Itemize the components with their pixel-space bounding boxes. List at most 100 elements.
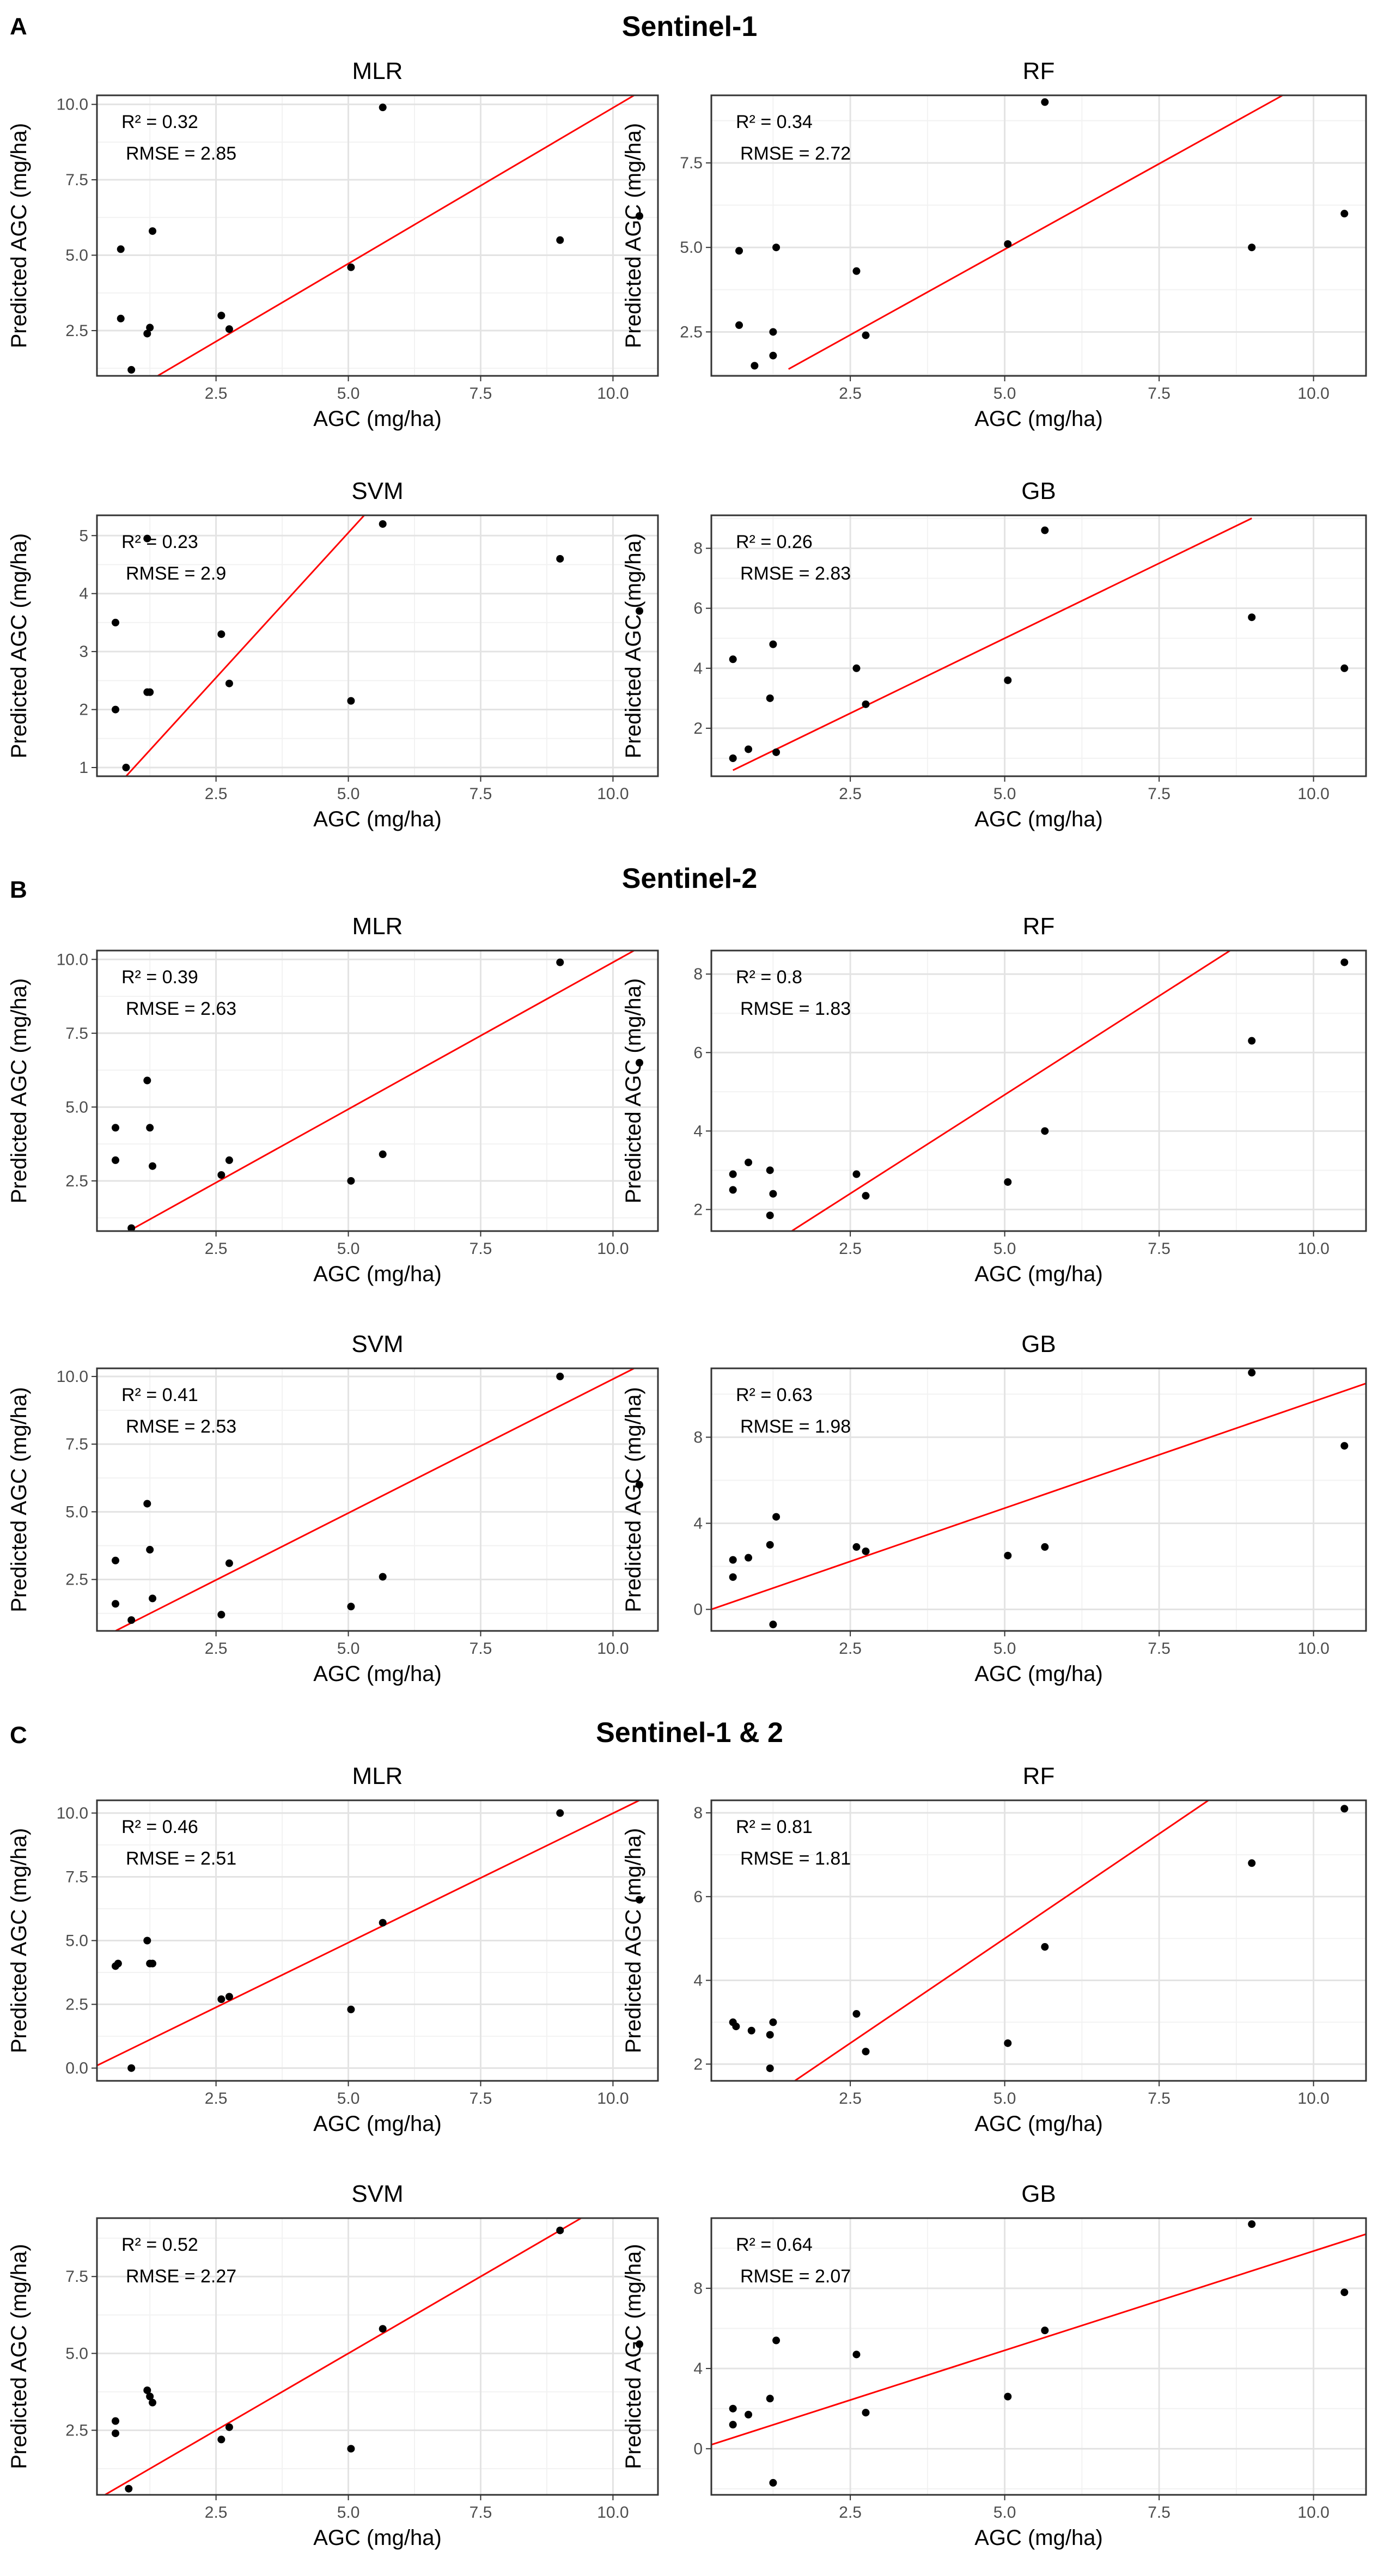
y-tick-label: 3	[79, 643, 88, 661]
data-point	[143, 1500, 151, 1508]
data-point	[149, 1594, 157, 1603]
panel-c-rf: 2.5 5.0 7.5 10.0 2 4 6 8 RF R² = 0.81 RMSE = 1.81 A…	[621, 1763, 1367, 2136]
r-squared-annotation: R² = 0.39	[121, 967, 198, 988]
data-point	[1248, 1368, 1256, 1377]
panel-border	[96, 949, 659, 1232]
y-tick-label: 8	[693, 965, 703, 983]
data-point	[225, 679, 233, 687]
fit-line	[711, 1383, 1366, 1610]
data-point	[769, 640, 777, 648]
data-point	[745, 1554, 753, 1562]
data-point	[729, 2421, 737, 2429]
data-point	[347, 2445, 355, 2453]
y-tick-label: 10.0	[57, 1368, 88, 1386]
x-tick-label: 7.5	[1148, 1240, 1170, 1258]
data-point	[112, 1124, 120, 1132]
data-point	[852, 2010, 861, 2018]
data-point	[1340, 664, 1349, 672]
data-point	[772, 1513, 781, 1521]
data-point	[769, 1190, 777, 1198]
data-point	[149, 2398, 157, 2407]
panel-title: SVM	[351, 478, 403, 504]
data-point	[1004, 1551, 1012, 1560]
data-point	[149, 227, 157, 235]
data-point	[556, 958, 564, 966]
y-tick-label: 10.0	[57, 1804, 88, 1822]
data-point	[117, 245, 125, 253]
panel-border	[96, 514, 659, 777]
data-point	[769, 328, 777, 336]
data-point	[852, 664, 861, 672]
rmse-annotation: RMSE = 2.07	[740, 2266, 851, 2287]
r-squared-annotation: R² = 0.63	[736, 1385, 813, 1405]
data-point	[635, 212, 643, 220]
x-tick-label: 2.5	[839, 2504, 862, 2522]
x-axis-title: AGC (mg/ha)	[974, 1662, 1103, 1686]
r-squared-annotation: R² = 0.32	[121, 112, 198, 132]
x-tick-label: 10.0	[597, 1640, 629, 1658]
data-point	[556, 236, 564, 244]
panel-b-gb: 2.5 5.0 7.5 10.0 0 4 8 GB R² = 0.63 RMSE = 1.98 AG…	[621, 1331, 1367, 1686]
data-point	[347, 2005, 355, 2013]
data-point	[112, 2417, 120, 2425]
y-tick-label: 7.5	[65, 1025, 88, 1043]
data-point	[1041, 1127, 1049, 1135]
panel-c-mlr: 2.5 5.0 7.5 10.0 0.0 2.5 5.0 7.5 10.0 MLR R² = 0.4…	[7, 1763, 659, 2136]
x-tick-label: 7.5	[470, 785, 492, 803]
y-tick-label: 5.0	[65, 1932, 88, 1950]
y-tick-label: 2	[693, 2055, 703, 2073]
data-point	[1340, 210, 1349, 218]
y-tick-label: 8	[693, 1804, 703, 1822]
x-tick-label: 2.5	[205, 785, 228, 803]
data-point	[745, 1158, 753, 1166]
y-tick-label: 5	[79, 527, 88, 545]
y-tick-label: 0	[693, 2440, 703, 2458]
fit-line	[131, 951, 635, 1231]
data-point	[125, 2484, 133, 2493]
panel-title: GB	[1021, 2181, 1056, 2207]
data-point	[379, 1150, 387, 1159]
x-tick-label: 10.0	[1297, 2504, 1329, 2522]
data-point	[769, 351, 777, 360]
data-point	[1248, 1037, 1256, 1045]
data-point	[1041, 1543, 1049, 1551]
r-squared-annotation: R² = 0.81	[736, 1817, 813, 1837]
x-tick-label: 5.0	[337, 785, 360, 803]
data-point	[143, 2386, 151, 2395]
data-point	[772, 243, 781, 252]
fit-line	[711, 2233, 1366, 2446]
data-point	[112, 1600, 120, 1608]
y-axis-title: Predicted AGC (mg/ha)	[621, 2244, 645, 2469]
panel-title: MLR	[352, 1763, 403, 1789]
data-point	[852, 267, 861, 275]
data-point	[769, 2478, 777, 2487]
y-tick-label: 2	[693, 720, 703, 738]
data-point	[143, 1076, 151, 1085]
data-point	[729, 655, 737, 663]
panel-border	[710, 514, 1367, 777]
data-point	[146, 2392, 154, 2401]
data-point	[766, 1540, 774, 1549]
y-tick-label: 4	[693, 660, 703, 678]
y-tick-label: 7.5	[65, 171, 88, 189]
x-tick-label: 10.0	[597, 785, 629, 803]
panel-border	[710, 94, 1367, 377]
y-axis-title: Predicted AGC (mg/ha)	[7, 978, 31, 1204]
fit-line	[791, 951, 1231, 1231]
panel-title: MLR	[352, 913, 403, 940]
panel-c-gb: 2.5 5.0 7.5 10.0 0 4 8 GB R² = 0.64 RMSE = 2.07 AG…	[621, 2181, 1367, 2550]
data-point	[635, 607, 643, 615]
x-axis-title: AGC (mg/ha)	[313, 807, 442, 831]
x-tick-label: 7.5	[1148, 2504, 1170, 2522]
x-axis-title: AGC (mg/ha)	[313, 1662, 442, 1686]
x-tick-label: 2.5	[839, 785, 862, 803]
panel-border	[710, 2217, 1367, 2496]
y-tick-label: 2	[693, 1201, 703, 1219]
data-point	[766, 2031, 774, 2039]
fit-line	[115, 1368, 635, 1631]
r-squared-annotation: R² = 0.34	[736, 112, 813, 132]
rmse-annotation: RMSE = 2.53	[126, 1416, 236, 1437]
x-tick-label: 2.5	[205, 1240, 228, 1258]
data-point	[766, 1211, 774, 1220]
x-axis-title: AGC (mg/ha)	[974, 807, 1103, 831]
